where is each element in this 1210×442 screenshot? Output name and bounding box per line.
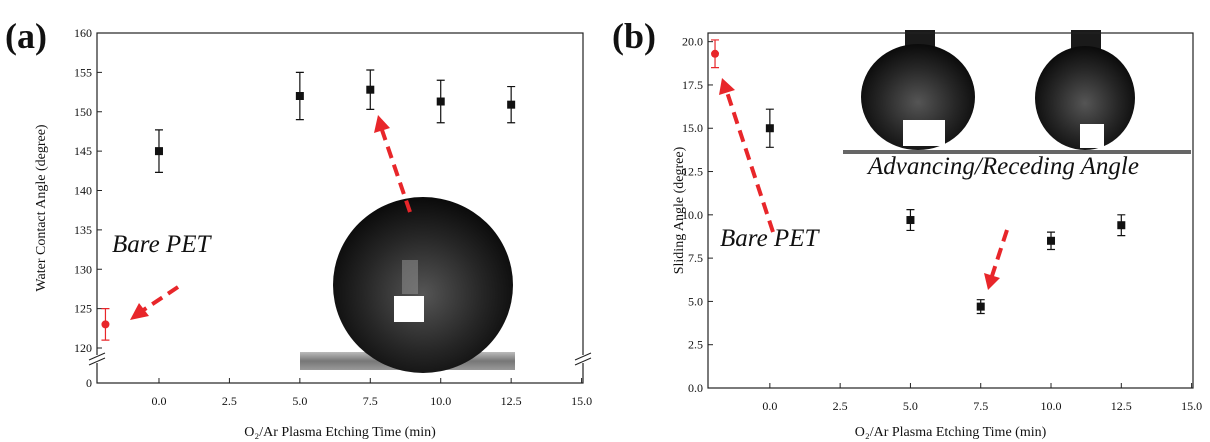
panel-label: (b): [612, 16, 656, 56]
x-axis-title: O₂/Ar Plasma Etching Time (min): [244, 425, 436, 440]
axis-break: [574, 352, 592, 361]
x-tick-label: 10.0: [1041, 399, 1062, 413]
x-tick-label: 15.0: [571, 394, 592, 408]
x-axis-title: O₂/Ar Plasma Etching Time (min): [855, 425, 1047, 440]
data-point: [154, 147, 163, 156]
y-tick-label: 155: [74, 65, 92, 79]
y-tick-label: 135: [74, 223, 92, 237]
x-tick-label: 5.0: [292, 394, 307, 408]
y-tick-label: 17.5: [682, 78, 703, 92]
y-tick-label: 160: [74, 26, 92, 40]
x-tick-label: 7.5: [363, 394, 378, 408]
x-tick-label: 12.5: [501, 394, 522, 408]
x-tick-label: 2.5: [222, 394, 237, 408]
data-point: [366, 85, 375, 94]
data-point: [436, 97, 445, 106]
y-tick-label: 12.5: [682, 165, 703, 179]
droplet-photo: [843, 30, 1191, 154]
data-point: [101, 320, 110, 329]
droplet-photo: [300, 197, 515, 373]
y-tick-label: 130: [74, 262, 92, 276]
data-point: [507, 100, 516, 109]
y-tick-label: 120: [74, 341, 92, 355]
data-point: [1047, 236, 1056, 245]
y-tick-label: 125: [74, 302, 92, 316]
x-tick-label: 2.5: [833, 399, 848, 413]
y-tick-label: 2.5: [688, 338, 703, 352]
y-tick-label: 20.0: [682, 35, 703, 49]
axis-break-gap: [575, 355, 591, 363]
x-tick-label: 5.0: [903, 399, 918, 413]
axis-break: [88, 357, 106, 366]
y-tick-label: 0: [86, 376, 92, 390]
data-point: [976, 302, 985, 311]
arrows: [130, 78, 1009, 320]
x-tick-label: 0.0: [151, 394, 166, 408]
y-tick-label: 140: [74, 184, 92, 198]
y-tick-label: 5.0: [688, 294, 703, 308]
x-tick-label: 15.0: [1181, 399, 1202, 413]
y-tick-label: 150: [74, 105, 92, 119]
plot-frame: [707, 32, 1194, 389]
annotation: Advancing/Receding Angle: [866, 153, 1139, 180]
x-tick-label: 12.5: [1111, 399, 1132, 413]
y-tick-label: 0.0: [688, 381, 703, 395]
data-point: [906, 216, 915, 225]
y-axis-title: Sliding Angle (degree): [672, 146, 687, 274]
plot-frame: [96, 32, 584, 384]
data-point: [295, 92, 304, 100]
y-axis-title: Water Contact Angle (degree): [34, 124, 49, 292]
data-point: [1117, 221, 1126, 230]
annotation: Bare PET: [720, 225, 820, 252]
x-tick-label: 0.0: [762, 399, 777, 413]
data-point: [711, 49, 720, 58]
x-tick-label: 10.0: [430, 394, 451, 408]
axis-break: [88, 352, 106, 361]
y-tick-label: 10.0: [682, 208, 703, 222]
y-tick-label: 145: [74, 144, 92, 158]
axis-break-gap: [89, 355, 105, 363]
axis-break: [574, 357, 592, 366]
x-tick-label: 7.5: [973, 399, 988, 413]
y-tick-label: 15.0: [682, 121, 703, 135]
y-tick-label: 7.5: [688, 251, 703, 265]
annotation: Bare PET: [112, 231, 212, 258]
data-point: [765, 124, 774, 133]
panel-label: (a): [5, 16, 47, 56]
